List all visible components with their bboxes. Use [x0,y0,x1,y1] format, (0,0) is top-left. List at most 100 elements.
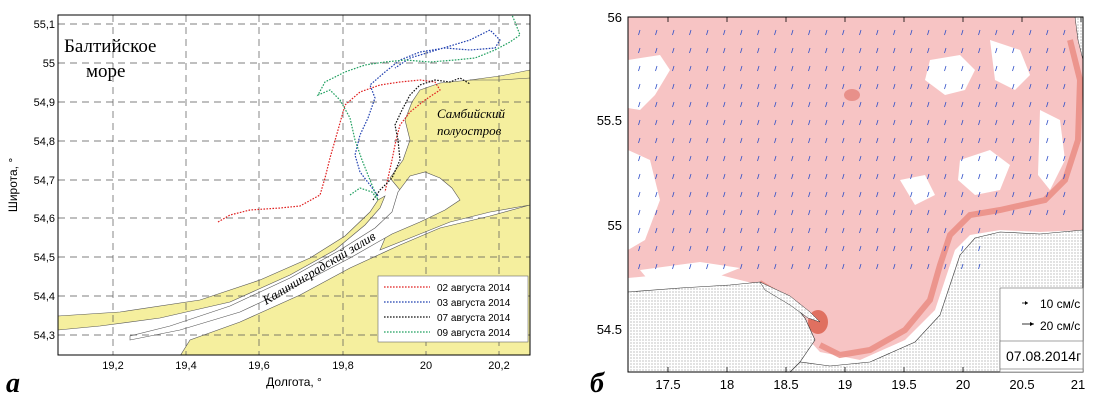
vector-arrow [995,119,998,126]
vector-arrow [672,65,675,72]
vector-arrow [944,245,947,252]
vector-arrow [876,137,879,144]
vector-arrow [740,119,743,126]
vector-arrow [672,155,675,162]
vector-arrow [672,137,675,144]
vector-arrow [808,137,811,144]
current-vectors [638,29,1066,270]
vector-arrow [876,83,879,90]
vector-arrow [961,119,964,126]
vector-arrow [1063,191,1066,198]
vector-arrow [859,209,862,216]
vector-arrow [774,137,777,144]
peninsula-label-line1: Самбийский [437,106,505,121]
ytick-label: 54,6 [34,213,55,225]
vector-arrow [655,227,658,234]
vector-arrow [961,137,964,144]
vector-arrow [944,137,947,144]
vector-arrow [859,155,862,162]
vector-arrow [910,101,913,108]
vector-arrow [706,209,709,216]
vector-arrow [978,263,981,270]
vector-arrow [859,29,862,36]
vector-arrow [1046,83,1049,90]
vector-arrow [825,29,828,36]
vector-arrow [927,101,930,108]
ytick-label: 55 [608,218,622,233]
vector-arrow [995,83,998,90]
vector-arrow [740,83,743,90]
vector-arrow [757,245,760,252]
vector-arrow [774,263,777,270]
vector-arrow [774,101,777,108]
vector-arrow [825,263,828,270]
velocity-scale-box: 10 см/с 20 см/с 07.08.2014г [999,287,1084,373]
vector-arrow [944,173,947,180]
vector-arrow [842,227,845,234]
vector-arrow [995,209,998,216]
vector-arrow [740,263,743,270]
peninsula-label-line2: полуостров [437,123,502,138]
vector-arrow [655,137,658,144]
vector-arrow [638,245,641,252]
vector-arrow [1063,137,1066,144]
vector-arrow [808,47,811,54]
x-axis-label: Долгота, ° [266,375,322,389]
vector-arrow [706,83,709,90]
vector-arrow [893,245,896,252]
vector-arrow [706,191,709,198]
vector-arrow [944,155,947,162]
vector-arrow [876,119,879,126]
vector-arrow [757,119,760,126]
vector-arrow [825,47,828,54]
vector-arrow [689,155,692,162]
vector-arrow [791,173,794,180]
panel-letter-b: б [590,368,605,394]
vector-arrow [893,29,896,36]
scale-20-label: 20 см/с [1040,319,1080,333]
vector-arrow [757,83,760,90]
vector-arrow [910,47,913,54]
vector-arrow [757,209,760,216]
vector-arrow [791,83,794,90]
vector-arrow [723,101,726,108]
vector-arrow [808,155,811,162]
vector-arrow [689,29,692,36]
vector-arrow [978,173,981,180]
panel-a-map: Балтийское море Самбийский полуостров Ка… [6,14,531,399]
vector-arrow [961,65,964,72]
vector-arrow [876,173,879,180]
track-09-aug [316,15,521,201]
vector-arrow [1063,173,1066,180]
vector-arrow [876,155,879,162]
vector-arrow [740,47,743,54]
vector-arrow [638,155,641,162]
xtick-label: 20 [956,377,970,392]
vector-arrow [791,227,794,234]
vector-arrow [842,83,845,90]
vector-arrow [672,245,675,252]
vector-arrow [995,29,998,36]
vistula-spit-land [58,195,386,331]
vector-arrow [961,227,964,234]
vector-arrow [740,65,743,72]
vector-arrow [808,83,811,90]
vector-arrow [995,173,998,180]
xtick-label: 19 [838,377,852,392]
vector-arrow [808,245,811,252]
vector-arrow [825,191,828,198]
vector-arrow [638,173,641,180]
vector-arrow [689,245,692,252]
vector-arrow [927,137,930,144]
vector-arrow [740,155,743,162]
vector-arrow [774,155,777,162]
vector-arrow [638,65,641,72]
vector-arrow [859,137,862,144]
vector-arrow [791,119,794,126]
vector-arrow [757,47,760,54]
vector-arrow [723,137,726,144]
vector-arrow [740,137,743,144]
vector-arrow [978,227,981,234]
vector-arrow [978,47,981,54]
vector-arrow [910,191,913,198]
